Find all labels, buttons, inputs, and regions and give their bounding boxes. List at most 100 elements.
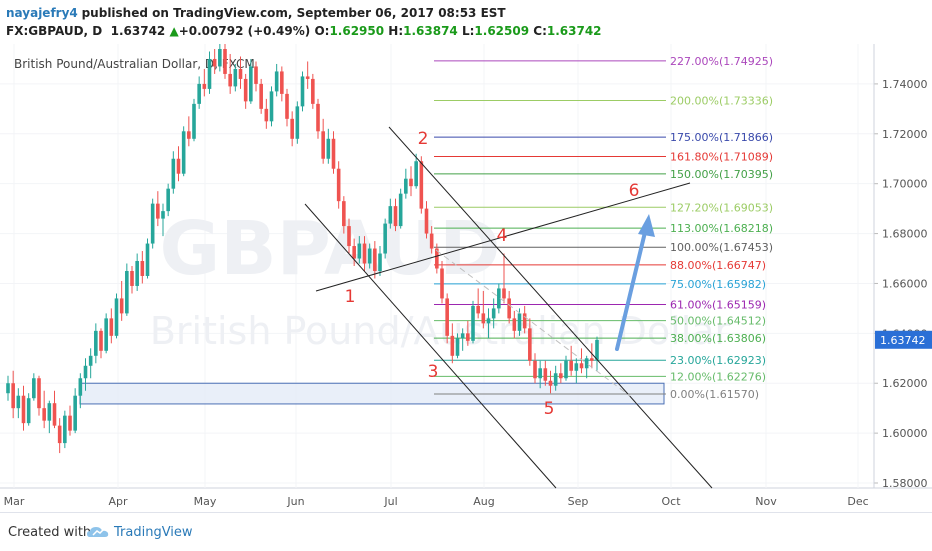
- candle-body: [533, 360, 537, 379]
- candle: [140, 251, 145, 284]
- last-price: 1.63742: [110, 24, 166, 38]
- candle-body: [559, 373, 563, 379]
- candle-body: [130, 270, 134, 286]
- candle: [326, 128, 331, 164]
- candle: [466, 320, 470, 346]
- candle: [579, 348, 584, 374]
- candle-body: [78, 378, 83, 396]
- candle-body: [207, 58, 212, 89]
- candle: [187, 116, 191, 147]
- fib-level-label: 23.00%(1.62923): [670, 354, 766, 367]
- candle-body: [455, 338, 460, 356]
- candle: [409, 166, 413, 197]
- candle: [486, 308, 491, 339]
- candle-body: [228, 73, 232, 87]
- tradingview-cloud-icon[interactable]: [86, 524, 110, 540]
- candle: [32, 373, 36, 401]
- candle: [150, 198, 155, 249]
- candle: [280, 66, 284, 102]
- candle-body: [243, 78, 248, 102]
- candle: [119, 280, 124, 321]
- candle: [471, 300, 475, 344]
- candle-body: [584, 358, 589, 369]
- candle-body: [125, 270, 129, 314]
- candle: [553, 365, 558, 391]
- candle-body: [63, 415, 67, 444]
- candle: [11, 370, 15, 419]
- candle: [491, 298, 496, 329]
- time-tick-label: Jun: [286, 495, 304, 508]
- open-value: 1.62950: [329, 24, 385, 38]
- candle: [362, 236, 367, 271]
- candle-body: [264, 108, 269, 122]
- wave-labels: 1 2 3 4 5 6: [345, 129, 640, 419]
- candle: [440, 261, 444, 304]
- candle-body: [305, 76, 310, 79]
- candle: [145, 238, 150, 279]
- candle: [52, 390, 57, 429]
- candle-body: [316, 103, 320, 132]
- candle-body: [259, 83, 263, 109]
- symbol-label[interactable]: FX:GBPAUD, D: [6, 24, 103, 38]
- candle-body: [73, 395, 77, 431]
- candle-body: [543, 368, 548, 381]
- candle-body: [548, 380, 553, 386]
- candle-body: [280, 71, 284, 94]
- publish-line: nayajefry4 published on TradingView.com,…: [6, 6, 506, 20]
- candle-body: [569, 360, 573, 371]
- candle-body: [197, 83, 201, 104]
- candle-body: [47, 403, 52, 421]
- candle-body: [26, 398, 31, 424]
- candle-body: [42, 408, 46, 421]
- time-tick-label: Apr: [108, 495, 128, 508]
- candle-body: [378, 253, 382, 271]
- candle-body: [218, 48, 222, 67]
- candle: [176, 146, 181, 182]
- candle: [295, 101, 300, 144]
- candle: [429, 226, 434, 254]
- candle: [481, 290, 486, 329]
- dashed-mid-line: [435, 249, 631, 397]
- candle-body: [528, 328, 532, 361]
- candle: [233, 63, 238, 92]
- trend-lines: [304, 126, 713, 489]
- candle-body: [57, 425, 62, 444]
- candle: [419, 156, 424, 214]
- candle-body: [254, 66, 258, 84]
- candle-body: [409, 178, 413, 187]
- price-chart[interactable]: 1.740001.720001.700001.680001.660001.640…: [0, 44, 932, 512]
- candle-body: [595, 339, 599, 360]
- price-tick-label: 1.70000: [882, 178, 928, 191]
- candle-body: [393, 206, 398, 227]
- candle-body: [347, 226, 351, 247]
- candle: [197, 76, 201, 109]
- candle: [342, 196, 346, 234]
- candle: [238, 56, 243, 89]
- price-change: +0.00792 (+0.49%): [178, 24, 311, 38]
- candle: [378, 246, 382, 276]
- fib-level-label: 100.00%(1.67453): [670, 241, 773, 254]
- candle-body: [114, 298, 119, 336]
- candle: [181, 126, 186, 177]
- author-username[interactable]: nayajefry4: [6, 6, 78, 20]
- candle: [460, 328, 465, 351]
- candle-body: [497, 288, 501, 309]
- candle-body: [6, 383, 10, 394]
- channel-lower-line: [304, 203, 557, 489]
- chart-header: nayajefry4 published on TradingView.com,…: [0, 0, 932, 44]
- candle-body: [342, 201, 346, 227]
- candle: [26, 393, 31, 426]
- candle-body: [233, 68, 238, 87]
- price-tick-label: 1.58000: [882, 477, 928, 490]
- candle: [264, 98, 269, 129]
- candle-body: [202, 83, 207, 89]
- candle-body: [166, 188, 170, 212]
- wave-label: 4: [497, 226, 508, 246]
- candle-body: [331, 138, 336, 169]
- channel-upper-line: [388, 126, 713, 489]
- candle: [125, 263, 129, 316]
- wave-label: 6: [629, 181, 640, 201]
- candle-body: [445, 298, 449, 336]
- tradingview-link[interactable]: TradingView: [114, 525, 193, 540]
- candle: [404, 168, 408, 199]
